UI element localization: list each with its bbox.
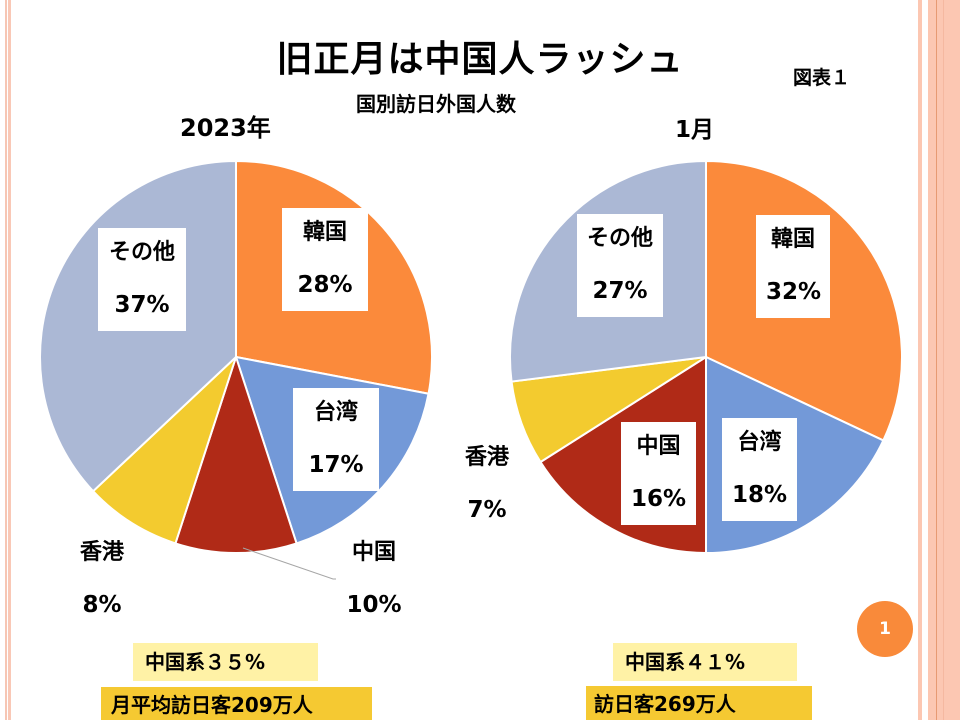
left-border-stripe	[5, 0, 7, 720]
data-label-china-january: 中国 16%	[621, 422, 696, 525]
data-label-taiwan-january: 台湾 18%	[722, 418, 797, 521]
right-border-stripe	[918, 0, 922, 720]
right-border-band	[928, 0, 960, 720]
right-border-line	[943, 0, 944, 720]
data-label-korea-january: 韓国 32%	[756, 215, 830, 318]
pie-chart-january	[509, 159, 903, 555]
note-chinese-share-january: 中国系４１%	[613, 643, 797, 681]
leader-line-china-2023	[242, 547, 336, 580]
figure-label: 図表１	[793, 67, 851, 89]
note-visitors-january: 訪日客269万人	[586, 686, 812, 720]
pie-slice-china-2023	[174, 353, 298, 554]
data-label-others-january: その他 27%	[577, 214, 663, 317]
page-number-badge: 1	[857, 601, 913, 657]
slide-subtitle: 国別訪日外国人数	[356, 92, 516, 116]
note-chinese-share-2023: 中国系３５%	[133, 643, 318, 681]
pie-slice-hongkong-2023	[91, 356, 237, 545]
data-label-taiwan-2023: 台湾 17%	[293, 388, 379, 491]
slide-title: 旧正月は中国人ラッシュ	[276, 39, 684, 80]
pie-title-2023: 2023年	[180, 114, 271, 142]
note-visitors-2023: 月平均訪日客209万人	[101, 687, 372, 720]
data-label-others-2023: その他 37%	[98, 228, 186, 331]
data-label-hongkong-january: 香港 7%	[464, 445, 509, 523]
pie-chart-2023	[39, 159, 433, 554]
right-border-line	[936, 0, 937, 720]
data-label-korea-2023: 韓国 28%	[282, 208, 368, 311]
pie-title-january: 1月	[675, 117, 715, 143]
left-border-stripe	[8, 0, 11, 720]
data-label-hongkong-2023: 香港 8%	[79, 540, 124, 618]
data-label-china-2023: 中国 10%	[346, 540, 402, 618]
